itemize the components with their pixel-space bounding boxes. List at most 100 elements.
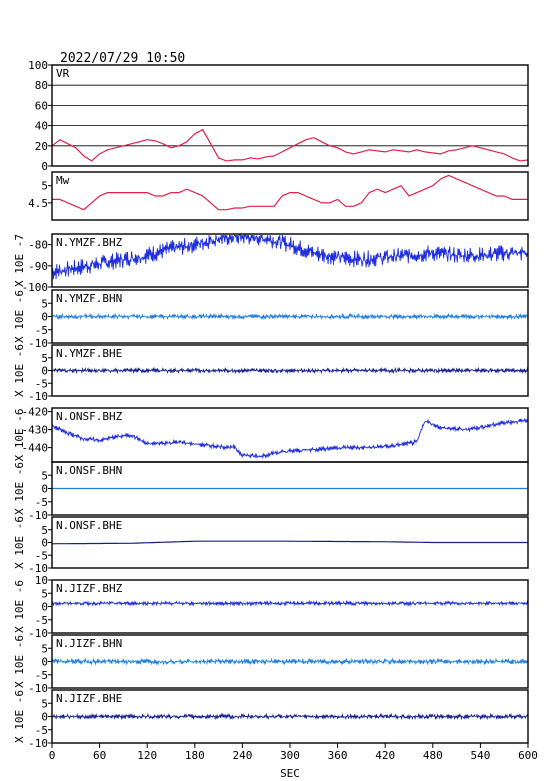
x-tick-label: 120 <box>137 749 157 762</box>
panel-onsf_bhz: -440 -430 -420 N.ONSF.BHZ X 10E -6 <box>13 406 529 463</box>
y-tick-label: 5 <box>41 697 48 710</box>
panel-jizf_bhn: -10-505 N.JIZF.BHN X 10E -6 <box>13 634 529 695</box>
x-axis: 0 60 120 180 240 300 360 420 480 540 600 <box>49 743 538 762</box>
y-tick-label: 0 <box>41 537 48 550</box>
y-tick-label: -10 <box>28 562 48 575</box>
y-tick-label: -440 <box>22 442 49 455</box>
x-tick-label: 480 <box>423 749 443 762</box>
panel-label: N.JIZF.BHN <box>56 637 122 650</box>
panel-onsf_bhn: -10-505 N.ONSF.BHN X 10E -6 <box>13 461 529 522</box>
series-line-vr <box>51 128 529 162</box>
x-tick-label: 540 <box>470 749 490 762</box>
y-tick-label: 4.5 <box>28 197 48 210</box>
y-tick-label: -10 <box>28 682 48 695</box>
panel-frame <box>51 289 529 344</box>
panel-vr: 0 20 40 60 80 100 VR <box>28 59 529 173</box>
y-tick-label: 60 <box>35 99 48 112</box>
panel-ymzf_bhn: -10-505 N.YMZF.BHN X 10E -6 <box>13 289 529 350</box>
y-tick-label: 5 <box>41 180 48 193</box>
x-axis-label: SEC <box>280 767 300 780</box>
x-tick-label: 0 <box>49 749 56 762</box>
y-tick-label: 0 <box>41 711 48 724</box>
y-tick-label: 0 <box>41 656 48 669</box>
series-line-onsf_bhz <box>51 417 529 460</box>
panel-frame <box>51 344 529 397</box>
panel-frame <box>51 407 529 463</box>
y-tick-label: -10 <box>28 737 48 750</box>
y-axis-unit-label: X 10E -6 <box>13 635 26 688</box>
panel-label: N.YMZF.BHZ <box>56 236 123 249</box>
y-tick-label: 80 <box>35 79 48 92</box>
panel-mw: 4.5 5 Mw <box>28 171 529 221</box>
series-line-jizf_bhn <box>51 657 529 666</box>
x-tick-label: 300 <box>280 749 300 762</box>
y-tick-label: 5 <box>41 297 48 310</box>
y-tick-label: -5 <box>35 614 48 627</box>
panel-label: N.JIZF.BHE <box>56 692 122 705</box>
y-tick-label: 5 <box>41 469 48 482</box>
y-tick-label: -430 <box>22 424 49 437</box>
y-axis-unit-label: X 10E -6 <box>13 290 26 343</box>
y-tick-label: -5 <box>35 724 48 737</box>
y-tick-label: -10 <box>28 390 48 403</box>
y-tick-label: -5 <box>35 324 48 337</box>
series-line-mw <box>52 174 528 211</box>
panel-frame <box>51 516 529 569</box>
panel-frame <box>51 233 529 288</box>
y-tick-label: 5 <box>41 642 48 655</box>
series-line-ymzf_bhe <box>51 366 529 375</box>
y-tick-label: -90 <box>28 260 48 273</box>
panel-label: VR <box>56 67 70 80</box>
y-axis-unit-label: X 10E -6 <box>13 409 26 462</box>
y-tick-label: 0 <box>41 311 48 324</box>
x-tick-label: 60 <box>93 749 106 762</box>
y-tick-label: -420 <box>22 406 49 419</box>
x-tick-label: 180 <box>185 749 205 762</box>
y-tick-label: 0 <box>41 483 48 496</box>
panel-frame <box>51 579 529 634</box>
datetime-label: 2022/07/29 10:50 <box>60 51 185 66</box>
panel-label: N.ONSF.BHN <box>56 464 122 477</box>
panel-label: N.ONSF.BHZ <box>56 410 123 423</box>
panel-jizf_bhe: -10-505 N.JIZF.BHE X 10E -6 <box>13 689 529 750</box>
panel-label: N.YMZF.BHE <box>56 347 122 360</box>
y-tick-label: 10 <box>35 574 48 587</box>
y-tick-label: -10 <box>28 337 48 350</box>
y-tick-label: 5 <box>41 587 48 600</box>
y-tick-label: 40 <box>35 120 48 133</box>
y-tick-label: 0 <box>41 160 48 173</box>
panel-label: N.YMZF.BHN <box>56 292 122 305</box>
panel-frame <box>51 634 529 689</box>
panel-label: N.ONSF.BHE <box>56 519 122 532</box>
y-tick-label: 0 <box>41 601 48 614</box>
series-line-ymzf_bhn <box>51 312 529 321</box>
y-tick-label: 20 <box>35 140 48 153</box>
panel-frame <box>51 64 529 167</box>
y-axis-unit-label: X 10E -7 <box>13 234 26 287</box>
y-axis-unit-label: X 10E -6 <box>13 344 26 397</box>
y-tick-label: -10 <box>28 509 48 522</box>
panel-frame <box>51 171 529 221</box>
y-tick-label: -10 <box>28 627 48 640</box>
panel-frame <box>51 461 529 516</box>
y-tick-label: -5 <box>35 549 48 562</box>
series-line-onsf_bhe <box>52 540 528 545</box>
panel-label: Mw <box>56 174 70 187</box>
x-tick-label: 420 <box>375 749 395 762</box>
y-axis-unit-label: X 10E -6 <box>13 516 26 569</box>
series-line-jizf_bhz <box>51 599 529 607</box>
y-tick-label: 100 <box>28 59 48 72</box>
x-tick-label: 600 <box>518 749 538 762</box>
y-axis-unit-label: X 10E -6 <box>13 690 26 743</box>
panel-onsf_bhe: -10-505 N.ONSF.BHE X 10E -6 <box>13 516 529 575</box>
y-tick-label: 5 <box>41 524 48 537</box>
panel-ymzf_bhe: -10-505 N.YMZF.BHE X 10E -6 <box>13 344 529 403</box>
y-tick-label: 0 <box>41 365 48 378</box>
panel-label: N.JIZF.BHZ <box>56 582 123 595</box>
y-tick-label: -5 <box>35 669 48 682</box>
y-tick-label: -100 <box>22 281 49 294</box>
series-line-ymzf_bhz <box>51 233 529 280</box>
